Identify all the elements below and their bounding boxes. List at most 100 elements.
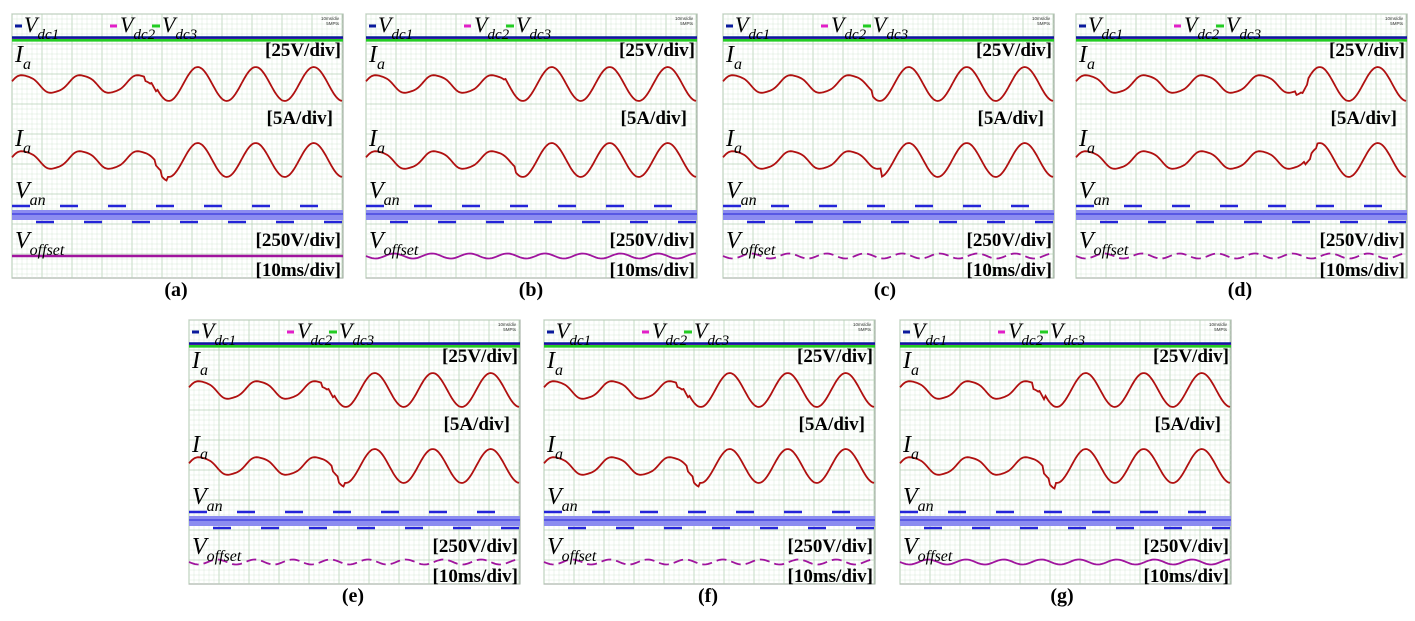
van-band: [366, 210, 697, 220]
van-label-sub: an: [207, 498, 223, 515]
scale-ia: [5A/div]: [799, 414, 866, 435]
scale-van: [250V/div]: [433, 536, 519, 557]
scale-ia: [5A/div]: [1331, 108, 1398, 129]
ia-label-2: Ia: [902, 432, 919, 463]
ia-label-2-sub: a: [911, 446, 919, 463]
scale-vdc: [25V/div]: [1329, 40, 1405, 61]
legend-vdc2-main: V: [1008, 318, 1024, 343]
scope-grid: [365, 13, 697, 278]
ia-label-1: Ia: [14, 42, 31, 73]
legend-vdc3-sub: dc3: [175, 27, 197, 43]
scope-header-text: 5MPts: [326, 21, 340, 26]
legend-vdc2: Vdc2: [120, 12, 156, 43]
ia-label-1: Ia: [191, 348, 208, 379]
ia-trace-1: [543, 372, 875, 408]
scale-van: [250V/div]: [256, 230, 342, 251]
scale-vdc: [25V/div]: [265, 40, 341, 61]
ia-trace-2: [188, 448, 520, 488]
voffset-label: Voffset: [369, 228, 419, 259]
ia-label-2: Ia: [546, 432, 563, 463]
panel-caption-c: (c): [874, 279, 896, 301]
voffset-label: Voffset: [192, 534, 242, 565]
legend-vdc1-sub: dc1: [391, 27, 413, 43]
panel-caption-b: (b): [519, 279, 543, 301]
ia-label-1-sub: a: [23, 56, 31, 73]
legend-vdc3-sub: dc3: [886, 27, 908, 43]
van-label-main: V: [726, 178, 743, 204]
legend-vdc2-sub: dc2: [487, 27, 509, 43]
legend-vdc3-sub: dc3: [352, 333, 374, 349]
legend-vdc1: Vdc1: [556, 318, 591, 349]
ia-trace-2: [11, 142, 343, 182]
voffset-label: Voffset: [903, 534, 953, 565]
legend-vdc3: Vdc3: [873, 12, 908, 43]
van-band: [1076, 210, 1407, 220]
legend-vdc2-sub: dc2: [1197, 27, 1219, 43]
legend-vdc2-main: V: [1184, 12, 1200, 37]
ia-label-1: Ia: [725, 42, 742, 73]
scale-time: [10ms/div]: [788, 566, 874, 587]
van-label: Van: [1079, 178, 1110, 209]
ia-label-1-main: I: [902, 348, 912, 374]
legend-vdc1-main: V: [1088, 12, 1104, 37]
scope-header-text: 5MPts: [680, 21, 694, 26]
legend-vdc3-main: V: [1226, 12, 1242, 37]
ia-label-1-main: I: [191, 348, 201, 374]
van-label-main: V: [192, 484, 209, 510]
legend: Vdc1 Vdc2 Vdc3: [192, 318, 374, 349]
legend-vdc2: Vdc2: [1184, 12, 1220, 43]
van-label: Van: [192, 484, 223, 515]
legend-vdc2-main: V: [297, 318, 313, 343]
scale-ia: [5A/div]: [1155, 414, 1222, 435]
ia-label-1-main: I: [368, 42, 378, 68]
legend-vdc3-main: V: [694, 318, 710, 343]
legend-vdc1: Vdc1: [735, 12, 770, 43]
ia-label-2-sub: a: [734, 140, 742, 157]
legend-vdc3: Vdc3: [516, 12, 551, 43]
legend-vdc1-main: V: [24, 12, 40, 37]
legend-vdc3: Vdc3: [694, 318, 729, 349]
scale-vdc: [25V/div]: [619, 40, 695, 61]
scope-header-text: 5MPts: [1037, 21, 1051, 26]
voffset-label-sub: offset: [741, 242, 776, 259]
legend-vdc3-sub: dc3: [1239, 27, 1261, 43]
van-label-sub: an: [384, 192, 400, 209]
ia-label-2-main: I: [1078, 126, 1088, 152]
scale-time: [10ms/div]: [1144, 566, 1230, 587]
legend-vdc3: Vdc3: [1226, 12, 1261, 43]
ia-label-2-main: I: [725, 126, 735, 152]
ia-label-1: Ia: [368, 42, 385, 73]
scale-time: [10ms/div]: [610, 260, 696, 281]
scope-header-text: 10ms/div: [321, 16, 340, 21]
scale-van: [250V/div]: [967, 230, 1053, 251]
van-label-sub: an: [562, 498, 578, 515]
voffset-trace: [188, 558, 520, 566]
legend-vdc3-sub: dc3: [529, 27, 551, 43]
legend-vdc3: Vdc3: [339, 318, 374, 349]
legend-vdc2-main: V: [474, 12, 490, 37]
ia-label-2-sub: a: [1087, 140, 1095, 157]
ia-label-2-main: I: [14, 126, 24, 152]
scale-time: [10ms/div]: [256, 260, 342, 281]
van-label: Van: [15, 178, 46, 209]
van-band: [900, 516, 1231, 526]
legend-vdc1: Vdc1: [201, 318, 236, 349]
scale-van: [250V/div]: [610, 230, 696, 251]
ia-trace-2: [899, 448, 1231, 490]
legend-vdc1-main: V: [378, 12, 394, 37]
ia-label-1-main: I: [14, 42, 24, 68]
scale-ia: [5A/div]: [444, 414, 511, 435]
voffset-label-main: V: [1079, 228, 1096, 254]
van-label-sub: an: [918, 498, 934, 515]
scale-vdc: [25V/div]: [976, 40, 1052, 61]
ia-label-1-main: I: [546, 348, 556, 374]
ia-label-2-main: I: [902, 432, 912, 458]
ia-label-2-main: I: [368, 126, 378, 152]
voffset-label-sub: offset: [384, 242, 419, 259]
van-label-main: V: [15, 178, 32, 204]
van-label: Van: [369, 178, 400, 209]
